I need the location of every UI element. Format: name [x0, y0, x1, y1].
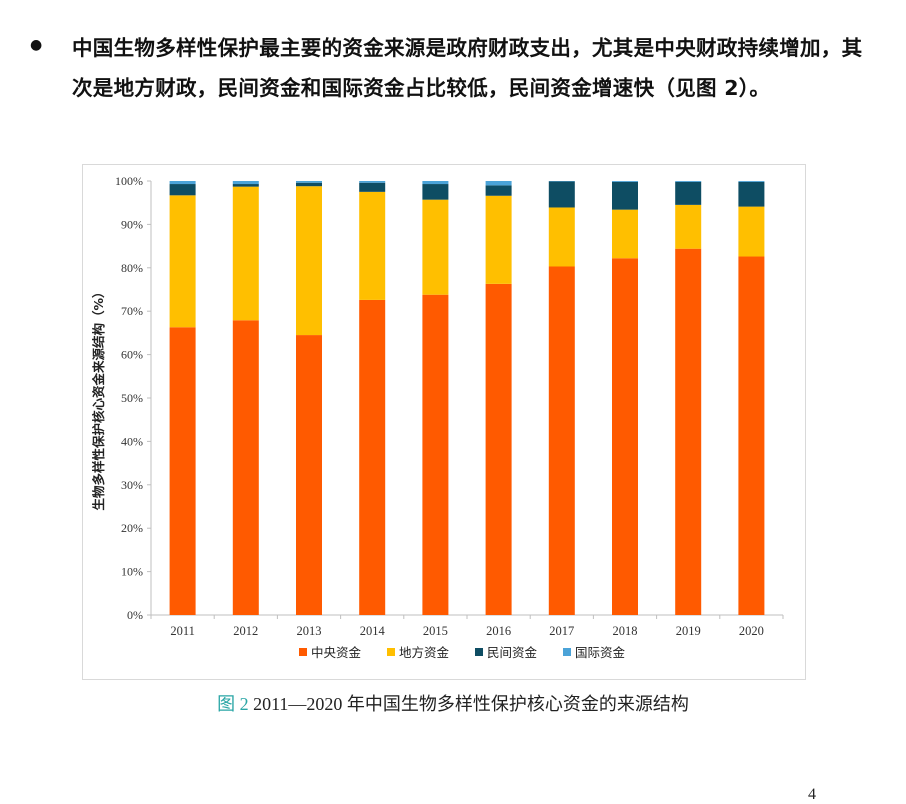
page-number: 4 [808, 786, 816, 804]
bar-segment [422, 184, 448, 200]
x-tick-label: 2018 [613, 624, 638, 638]
y-tick-label: 0% [127, 608, 143, 622]
legend-swatch [475, 648, 483, 656]
bar-segment [359, 300, 385, 615]
bar-segment [359, 192, 385, 300]
x-tick-label: 2017 [549, 624, 574, 638]
legend-label: 地方资金 [399, 645, 450, 660]
bullet-text: 中国生物多样性保护最主要的资金来源是政府财政支出，尤其是中央财政持续增加，其次是… [72, 28, 872, 108]
bar-segment [675, 182, 701, 205]
x-tick-label: 2011 [170, 624, 195, 638]
y-tick-label: 100% [115, 174, 143, 188]
bar-segment [296, 181, 322, 183]
bar-segment [486, 284, 512, 615]
bar-segment [170, 327, 196, 615]
legend-swatch [563, 648, 571, 656]
x-tick-label: 2020 [739, 624, 764, 638]
y-tick-label: 70% [121, 304, 143, 318]
bar-segment [359, 181, 385, 183]
bar-segment [612, 182, 638, 210]
bar-segment [738, 207, 764, 257]
y-tick-label: 90% [121, 217, 143, 231]
chart-frame: 0% 10% 20% 30% 40% 50% 60% 70% 80% 90% 100% 生物多样性保护… [82, 164, 806, 680]
bar-segment [738, 182, 764, 207]
bar-segment [486, 181, 512, 185]
bar-segment [549, 266, 575, 615]
bar-segment [170, 181, 196, 184]
figure-caption: 图 2 2011—2020 年中国生物多样性保护核心资金的来源结构 [0, 690, 906, 716]
legend-swatch [387, 648, 395, 656]
legend-label: 国际资金 [575, 645, 626, 660]
figure-number: 图 2 [217, 694, 249, 714]
bar-segment [422, 181, 448, 184]
bar-segment [612, 258, 638, 615]
x-tick-label: 2013 [297, 624, 322, 638]
legend-label: 民间资金 [487, 645, 538, 660]
x-tick-label: 2019 [676, 624, 701, 638]
bar-segment [738, 181, 764, 182]
y-tick-label: 40% [121, 434, 143, 448]
bullet-dot-icon: ● [30, 38, 42, 52]
bar-segment [486, 196, 512, 284]
bar-segment [170, 195, 196, 327]
x-tick-label: 2016 [486, 624, 511, 638]
bar-segment [675, 205, 701, 249]
bar-segment [296, 335, 322, 615]
y-tick-label: 20% [121, 521, 143, 535]
y-tick-label: 80% [121, 261, 143, 275]
legend-label: 中央资金 [311, 645, 362, 660]
bar-segment [738, 257, 764, 615]
bar-segment [422, 295, 448, 615]
bar-segment [422, 200, 448, 295]
bar-segment [612, 210, 638, 259]
stacked-bar-chart: 0% 10% 20% 30% 40% 50% 60% 70% 80% 90% 100% 生物多样性保护… [83, 165, 805, 679]
y-tick-label: 60% [121, 348, 143, 362]
bar-segment [549, 181, 575, 207]
bar-segment [549, 207, 575, 266]
bar-segment [296, 186, 322, 335]
bar-segment [233, 320, 259, 615]
figure-title: 2011—2020 年中国生物多样性保护核心资金的来源结构 [249, 694, 689, 714]
x-tick-label: 2015 [423, 624, 448, 638]
bar-segment [170, 184, 196, 195]
bar-segment [486, 185, 512, 195]
legend-swatch [299, 648, 307, 656]
y-axis-label: 生物多样性保护核心资金来源结构（%） [91, 285, 106, 510]
y-tick-label: 50% [121, 391, 143, 405]
bar-segment [296, 183, 322, 186]
bar-segment [233, 184, 259, 187]
bar-segment [675, 181, 701, 182]
x-tick-label: 2014 [360, 624, 386, 638]
y-tick-label: 10% [121, 565, 143, 579]
bar-segment [675, 249, 701, 615]
y-tick-label: 30% [121, 478, 143, 492]
bar-segment [233, 181, 259, 184]
bar-segment [233, 187, 259, 321]
bar-segment [359, 183, 385, 192]
bar-segment [612, 181, 638, 182]
x-tick-label: 2012 [233, 624, 258, 638]
